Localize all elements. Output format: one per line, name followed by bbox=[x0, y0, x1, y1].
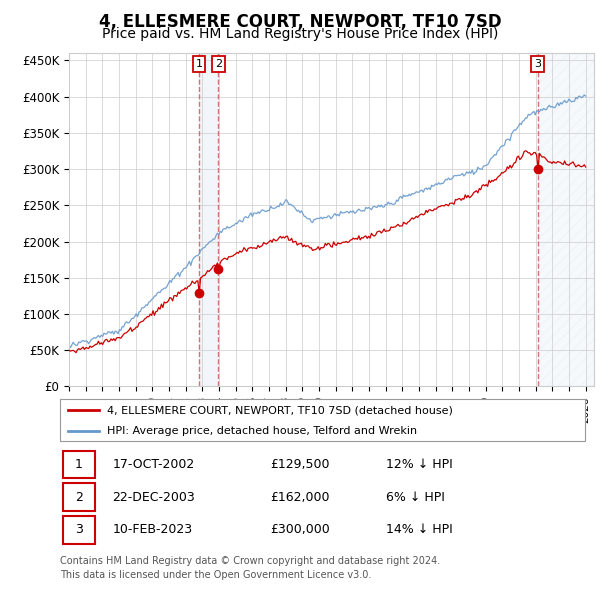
Text: 3: 3 bbox=[534, 59, 541, 69]
Text: 1: 1 bbox=[196, 59, 202, 69]
Text: 4, ELLESMERE COURT, NEWPORT, TF10 7SD (detached house): 4, ELLESMERE COURT, NEWPORT, TF10 7SD (d… bbox=[107, 405, 453, 415]
FancyBboxPatch shape bbox=[62, 451, 95, 478]
Text: 6% ↓ HPI: 6% ↓ HPI bbox=[386, 491, 445, 504]
Text: 3: 3 bbox=[75, 523, 83, 536]
Text: 22-DEC-2003: 22-DEC-2003 bbox=[113, 491, 195, 504]
Text: HPI: Average price, detached house, Telford and Wrekin: HPI: Average price, detached house, Telf… bbox=[107, 426, 418, 435]
FancyBboxPatch shape bbox=[62, 516, 95, 544]
Text: 12% ↓ HPI: 12% ↓ HPI bbox=[386, 458, 452, 471]
Text: 2: 2 bbox=[215, 59, 222, 69]
Text: 17-OCT-2002: 17-OCT-2002 bbox=[113, 458, 195, 471]
Text: £129,500: £129,500 bbox=[270, 458, 329, 471]
Text: 1: 1 bbox=[75, 458, 83, 471]
Text: Contains HM Land Registry data © Crown copyright and database right 2024.
This d: Contains HM Land Registry data © Crown c… bbox=[60, 556, 440, 579]
Bar bbox=[199, 53, 218, 386]
Bar bbox=[538, 53, 594, 386]
Text: 14% ↓ HPI: 14% ↓ HPI bbox=[386, 523, 452, 536]
Text: 2: 2 bbox=[75, 491, 83, 504]
Text: £162,000: £162,000 bbox=[270, 491, 329, 504]
FancyBboxPatch shape bbox=[62, 483, 95, 511]
FancyBboxPatch shape bbox=[60, 399, 585, 441]
Text: Price paid vs. HM Land Registry's House Price Index (HPI): Price paid vs. HM Land Registry's House … bbox=[102, 27, 498, 41]
Text: £300,000: £300,000 bbox=[270, 523, 330, 536]
Text: 10-FEB-2023: 10-FEB-2023 bbox=[113, 523, 193, 536]
Text: 4, ELLESMERE COURT, NEWPORT, TF10 7SD: 4, ELLESMERE COURT, NEWPORT, TF10 7SD bbox=[98, 14, 502, 31]
